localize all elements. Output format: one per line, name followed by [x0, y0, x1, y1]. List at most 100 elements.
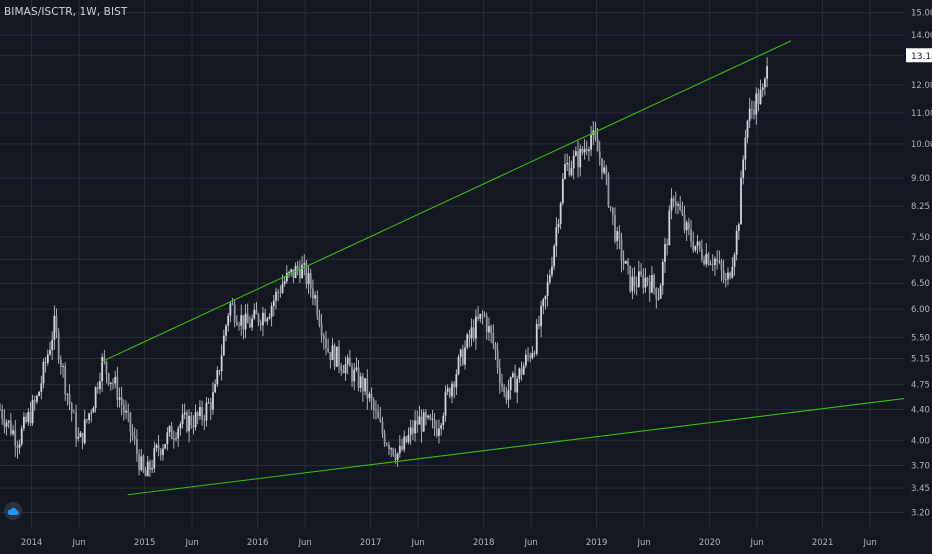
- trendlines[interactable]: [101, 40, 905, 496]
- time-tick-label: Jun: [184, 538, 198, 548]
- candle-body: [214, 384, 217, 393]
- candle-body: [755, 93, 758, 115]
- trendline-lower[interactable]: [127, 398, 905, 496]
- time-tick-label: Jun: [410, 538, 424, 548]
- candle-body: [23, 416, 25, 429]
- candle-body: [609, 206, 612, 208]
- candle-body: [0, 409, 1, 411]
- candle-body: [398, 445, 401, 454]
- candle-body: [279, 292, 282, 294]
- price-axis[interactable]: 15.00 14.00 13.15 12.00 11.00 10.00 9.00 8.25 7.…: [906, 9, 932, 519]
- candle-body: [170, 426, 173, 439]
- candle-body: [533, 353, 536, 354]
- candle-body: [16, 445, 19, 448]
- candle-body: [464, 347, 466, 365]
- candle-body: [155, 444, 158, 449]
- candle-body: [122, 405, 125, 413]
- price-tick-label: 3.20: [911, 508, 930, 518]
- candle-body: [653, 275, 655, 288]
- grid: [0, 0, 904, 528]
- time-tick-label: Jun: [523, 538, 537, 548]
- candle-body: [90, 412, 93, 414]
- candle-body: [127, 410, 130, 413]
- candle-body: [561, 178, 564, 204]
- candle-body: [664, 244, 666, 262]
- candle-body: [118, 397, 121, 400]
- candle-body: [459, 349, 462, 357]
- candle-body: [68, 394, 71, 404]
- candle-body: [648, 281, 651, 293]
- price-tick-label: 3.70: [911, 462, 930, 472]
- candle-body: [101, 357, 104, 382]
- candle-body: [12, 430, 14, 435]
- candle-body: [79, 432, 82, 437]
- time-tick-label: 2019: [586, 538, 608, 548]
- candle-body: [338, 346, 340, 366]
- candle-body: [331, 345, 334, 361]
- candle-body: [125, 410, 127, 413]
- candle-body: [642, 274, 645, 288]
- candle-body: [681, 210, 684, 215]
- candle-body: [659, 285, 662, 299]
- candle-body: [112, 382, 114, 384]
- tradingview-logo-icon[interactable]: [4, 502, 22, 520]
- candle-body: [285, 272, 288, 282]
- candle-body: [753, 109, 755, 115]
- candle-body: [737, 224, 740, 231]
- candle-body: [166, 432, 169, 445]
- time-tick-label: 2014: [21, 538, 43, 548]
- candle-body: [20, 428, 23, 445]
- candle-body: [362, 376, 364, 392]
- candle-body: [281, 284, 284, 293]
- candle-body: [696, 241, 699, 246]
- candle-body: [477, 316, 479, 319]
- candle-body: [307, 273, 310, 285]
- candle-body: [105, 361, 108, 374]
- candle-body: [614, 214, 616, 242]
- candle-body: [661, 261, 664, 286]
- candle-body: [394, 455, 397, 460]
- candle-body: [240, 315, 243, 326]
- candle-body: [233, 304, 236, 323]
- candle-body: [196, 412, 199, 417]
- candle-body: [598, 151, 601, 159]
- candle-body: [455, 373, 458, 388]
- candle-body: [540, 306, 542, 327]
- candle-body: [33, 400, 36, 402]
- candle-body: [396, 453, 399, 460]
- candle-body: [51, 339, 54, 351]
- candle-body: [272, 300, 275, 306]
- trendline-upper[interactable]: [101, 40, 792, 363]
- candle-body: [594, 130, 597, 140]
- candle-body: [222, 335, 225, 356]
- candle-body: [292, 269, 295, 278]
- candle-body: [694, 245, 697, 251]
- candle-body: [740, 177, 742, 225]
- time-tick-label: Jun: [749, 538, 763, 548]
- candle-body: [46, 354, 49, 363]
- candle-body: [133, 436, 136, 440]
- candle-body: [442, 415, 445, 426]
- candle-body: [201, 407, 203, 420]
- time-tick-label: 2015: [134, 538, 156, 548]
- price-tick-label: 10.00: [911, 140, 932, 150]
- candle-body: [70, 403, 73, 413]
- candle-body: [422, 412, 425, 432]
- candle-body: [446, 388, 449, 392]
- time-axis[interactable]: 2014 Jun 2015 Jun 2016 Jun 2017 Jun 2018 Jun 2019 J…: [21, 538, 877, 548]
- candle-body: [440, 425, 443, 429]
- candle-body: [468, 334, 471, 339]
- candle-body: [742, 159, 745, 178]
- time-tick-label: 2018: [473, 538, 495, 548]
- candle-body: [203, 419, 206, 421]
- candle-body: [116, 376, 119, 400]
- price-tick-label: 15.00: [911, 9, 932, 19]
- candle-body: [188, 415, 190, 432]
- candle-body: [601, 158, 603, 173]
- candle-body: [451, 383, 453, 397]
- candle-body: [611, 207, 614, 215]
- candle-body: [5, 422, 8, 427]
- candle-body: [129, 412, 132, 432]
